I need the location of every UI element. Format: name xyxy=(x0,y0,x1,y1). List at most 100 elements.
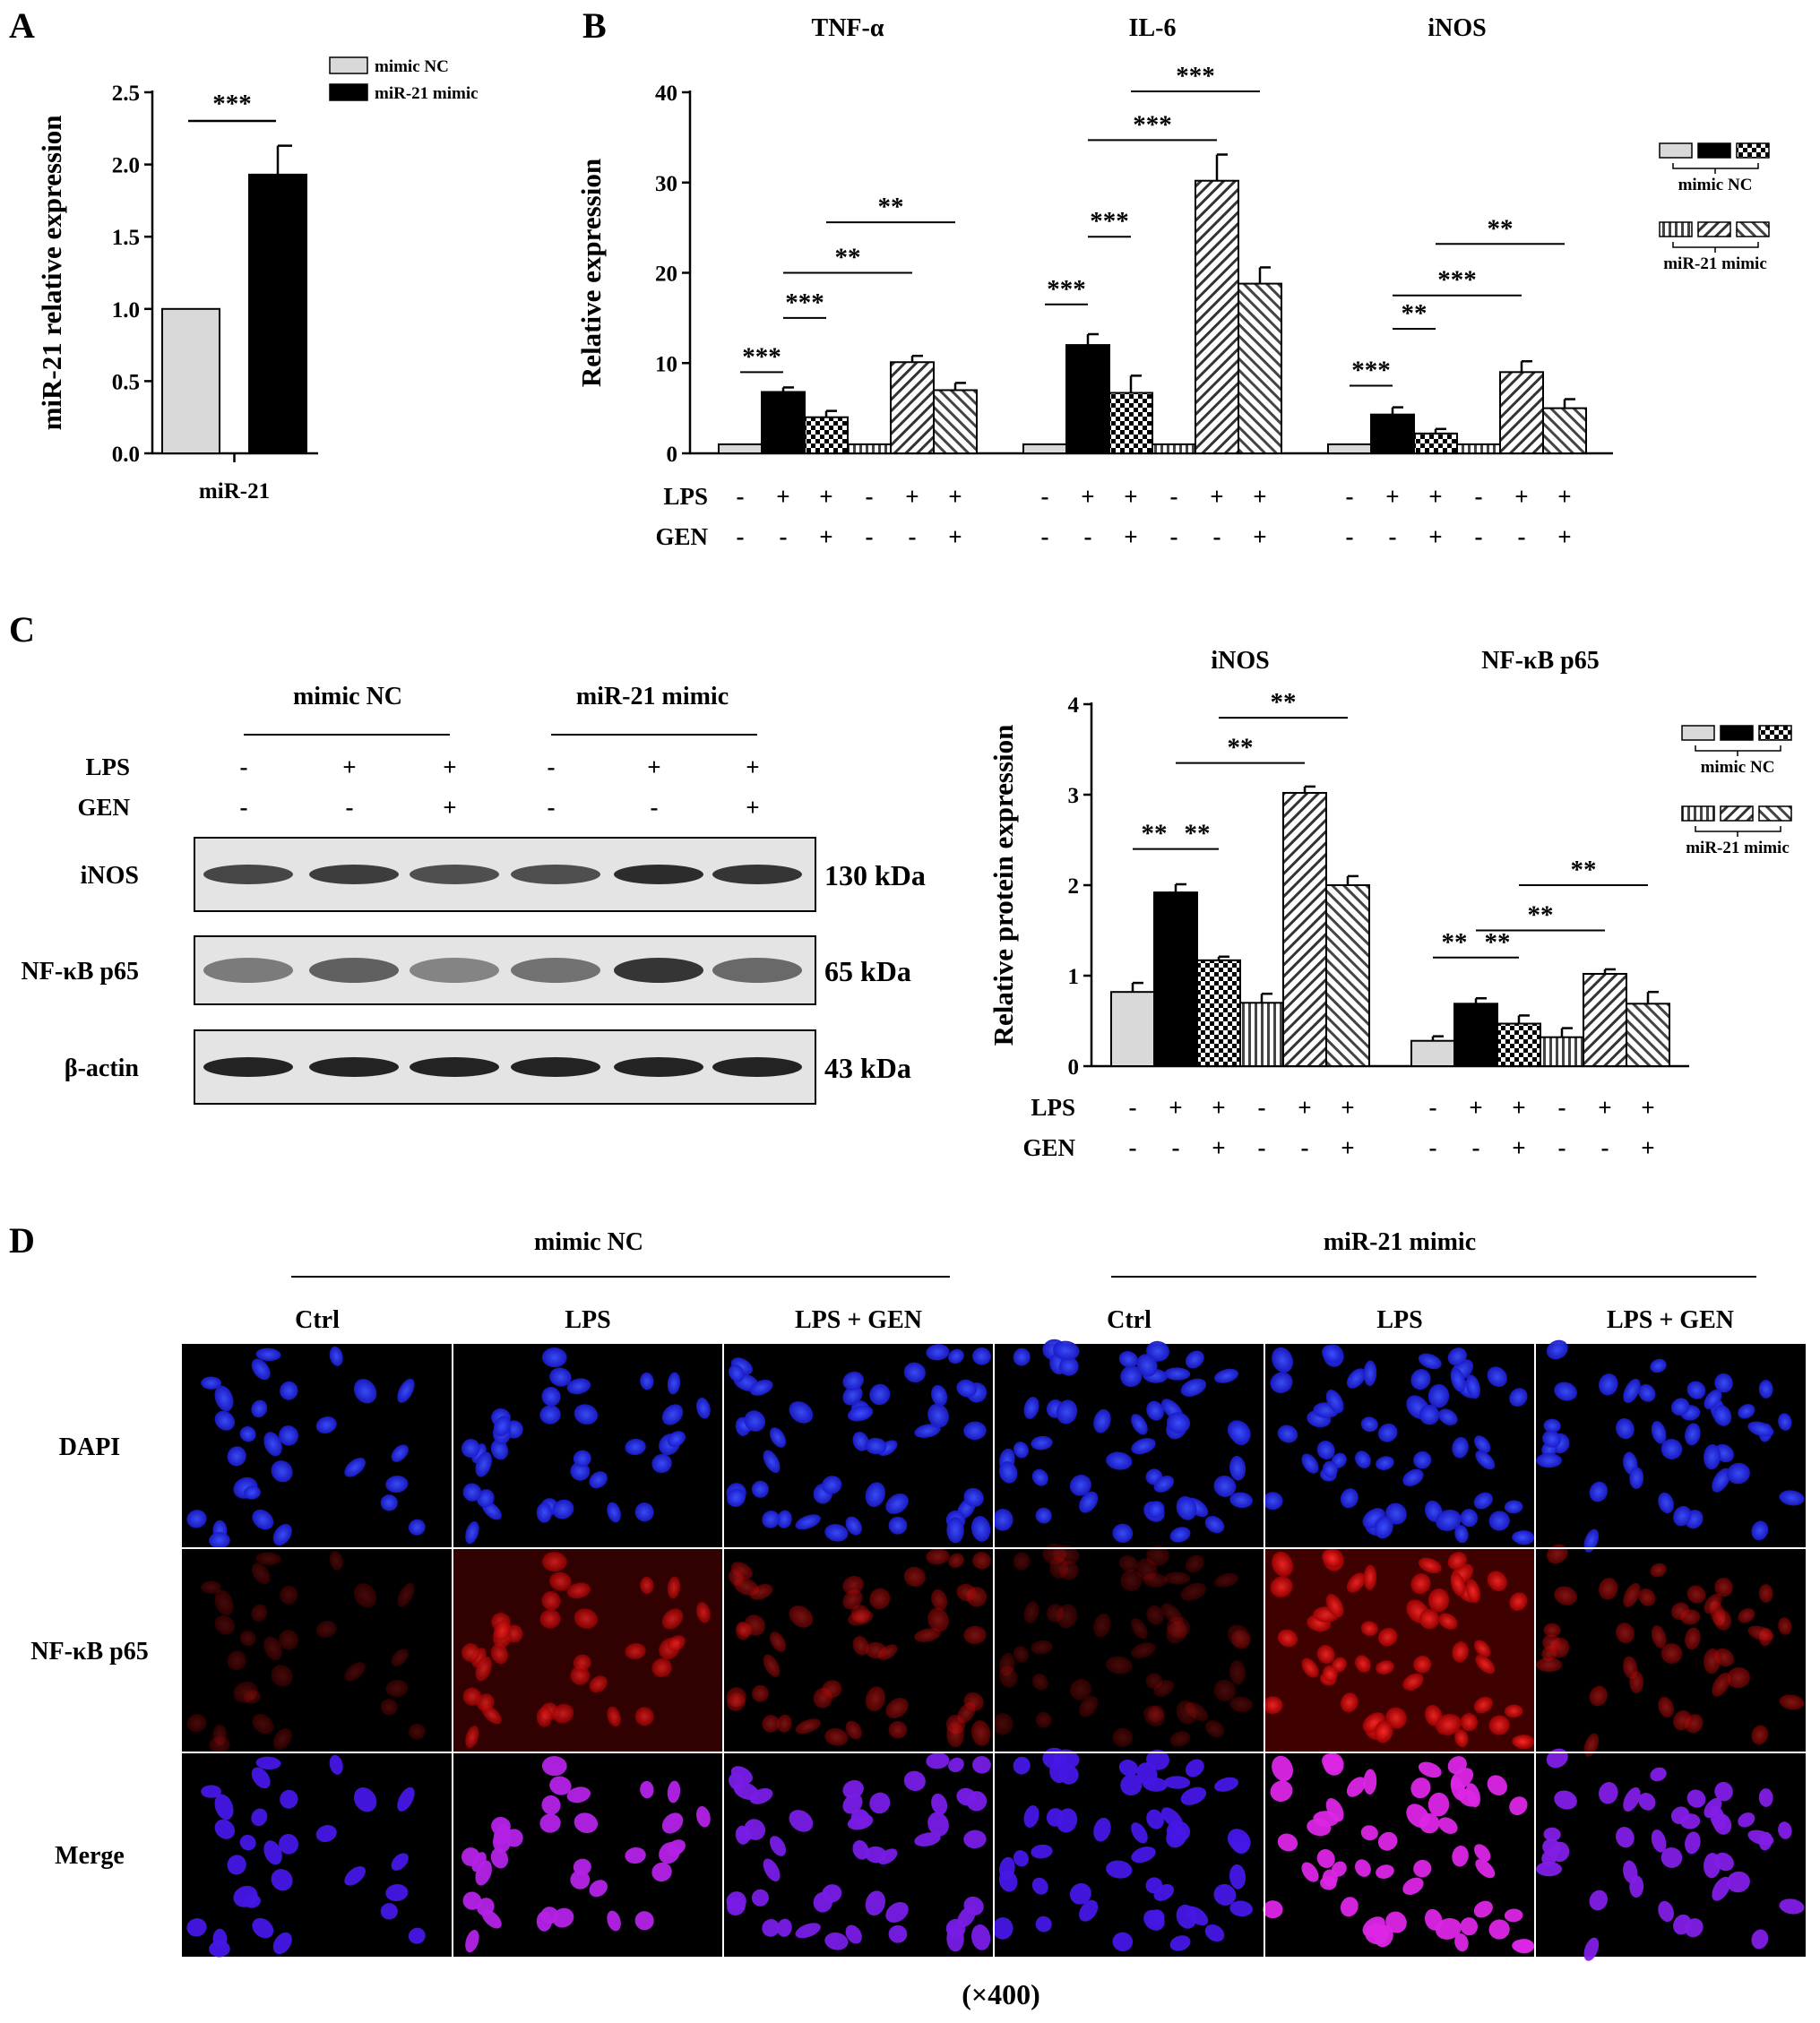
if-image-0-4 xyxy=(1263,1344,1535,1545)
cell-nucleus xyxy=(214,1819,236,1839)
cell-nucleus xyxy=(842,1589,863,1610)
cell-nucleus xyxy=(574,1608,599,1630)
bar-1-2 xyxy=(1108,392,1153,454)
condition-sign: + xyxy=(1641,1094,1654,1121)
legend-swatch xyxy=(1736,142,1770,159)
cell-nucleus xyxy=(255,1347,281,1362)
cell-nucleus xyxy=(1153,1884,1175,1901)
cell-nucleus xyxy=(727,1897,746,1915)
cell-nucleus xyxy=(1079,1695,1099,1717)
cell-nucleus xyxy=(214,1614,236,1635)
blot-band xyxy=(712,1057,802,1077)
blot-band xyxy=(712,865,802,884)
cell-nucleus xyxy=(1410,1778,1431,1799)
cell-nucleus xyxy=(971,1515,991,1542)
cell-nucleus xyxy=(1658,1696,1674,1718)
if-row-label: DAPI xyxy=(59,1433,120,1461)
cell-nucleus xyxy=(1035,1711,1052,1728)
cell-nucleus xyxy=(536,1707,553,1727)
condition-sign: - xyxy=(1429,1094,1437,1121)
condition-sign: + xyxy=(1212,1094,1225,1121)
cell-nucleus xyxy=(1120,1774,1143,1796)
cell-nucleus xyxy=(1436,1917,1462,1940)
cell-nucleus xyxy=(239,1630,256,1647)
cell-nucleus xyxy=(1747,1829,1774,1846)
cell-nucleus xyxy=(1355,1451,1371,1468)
cell-nucleus xyxy=(992,1509,1014,1531)
cell-nucleus xyxy=(842,1794,863,1814)
cell-nucleus xyxy=(1542,1634,1561,1652)
cell-nucleus xyxy=(777,1918,792,1937)
legend-swatch xyxy=(1697,142,1731,159)
if-image-0-3 xyxy=(992,1339,1253,1543)
cell-nucleus xyxy=(842,1371,864,1390)
blot-band xyxy=(309,1057,399,1077)
condition-sign: + xyxy=(1210,483,1223,510)
cell-nucleus xyxy=(749,1583,773,1600)
cell-nucleus xyxy=(1504,1704,1523,1718)
cell-nucleus xyxy=(1052,1545,1080,1565)
cell-nucleus xyxy=(1118,1351,1138,1368)
cell-nucleus xyxy=(1363,1360,1377,1386)
condition-sign: + xyxy=(1341,1134,1354,1161)
group-title: iNOS xyxy=(1211,647,1269,675)
legend-swatch xyxy=(1758,725,1792,741)
if-image-2-1 xyxy=(461,1756,711,1953)
cell-nucleus xyxy=(251,1399,268,1418)
cell-nucleus xyxy=(1685,1627,1701,1650)
cell-nucleus xyxy=(1751,1725,1769,1745)
cell-nucleus xyxy=(1509,1388,1528,1407)
condition-sign: + xyxy=(1557,483,1571,510)
blot-condition-sign: + xyxy=(443,794,456,821)
cell-nucleus xyxy=(1419,1812,1440,1834)
cell-nucleus xyxy=(865,1641,887,1659)
cell-nucleus xyxy=(1738,1404,1755,1419)
blot-band xyxy=(203,1057,293,1077)
cell-nucleus xyxy=(1543,1827,1561,1842)
cell-nucleus xyxy=(1176,1700,1197,1725)
cell-nucleus xyxy=(1651,1625,1667,1649)
cell-nucleus xyxy=(1673,1914,1692,1935)
cell-nucleus xyxy=(589,1675,608,1693)
cell-nucleus xyxy=(751,1480,769,1498)
bar-1 xyxy=(248,173,307,454)
cell-nucleus xyxy=(1227,1420,1251,1444)
cell-nucleus xyxy=(1131,1618,1148,1640)
cell-nucleus xyxy=(1263,1696,1283,1715)
bar-1-3 xyxy=(1540,1036,1584,1068)
cell-nucleus xyxy=(574,1404,599,1425)
cell-nucleus xyxy=(1487,1571,1507,1592)
if-image-1-0 xyxy=(186,1550,426,1753)
condition-sign: - xyxy=(909,523,917,550)
cell-nucleus xyxy=(1454,1729,1469,1748)
blot-condition-sign: - xyxy=(651,794,659,821)
cell-nucleus xyxy=(493,1416,512,1437)
cell-nucleus xyxy=(865,1482,885,1508)
condition-sign: - xyxy=(1518,523,1526,550)
cell-nucleus xyxy=(1079,1491,1099,1513)
cell-nucleus xyxy=(667,1839,686,1856)
cell-nucleus xyxy=(1546,1544,1568,1564)
cell-nucleus xyxy=(1322,1345,1342,1364)
cell-nucleus xyxy=(822,1884,842,1903)
chart-a: 0.0 0.5 1.0 1.5 2.0 2.5 miR-21 relative expres… xyxy=(36,56,479,504)
if-image-2-4 xyxy=(1263,1752,1535,1954)
bar-0-5 xyxy=(933,389,978,455)
cell-nucleus xyxy=(869,1792,891,1814)
cell-nucleus xyxy=(1322,1665,1338,1683)
cell-nucleus xyxy=(651,1862,672,1882)
cell-nucleus xyxy=(475,1451,492,1477)
y-axis-label: Relative protein expression xyxy=(988,725,1019,1046)
cell-nucleus xyxy=(842,1575,864,1595)
condition-sign: - xyxy=(1389,523,1397,550)
cell-nucleus xyxy=(263,1636,282,1661)
condition-sign: + xyxy=(1512,1094,1525,1121)
cell-nucleus xyxy=(888,1720,908,1739)
cell-nucleus xyxy=(209,1736,230,1753)
cell-nucleus xyxy=(397,1786,415,1812)
magnification-label: (×400) xyxy=(962,1978,1040,2010)
cell-nucleus xyxy=(1166,1821,1191,1842)
cell-nucleus xyxy=(1616,1418,1635,1440)
cell-nucleus xyxy=(1316,1441,1335,1459)
cell-nucleus xyxy=(1460,1713,1478,1732)
